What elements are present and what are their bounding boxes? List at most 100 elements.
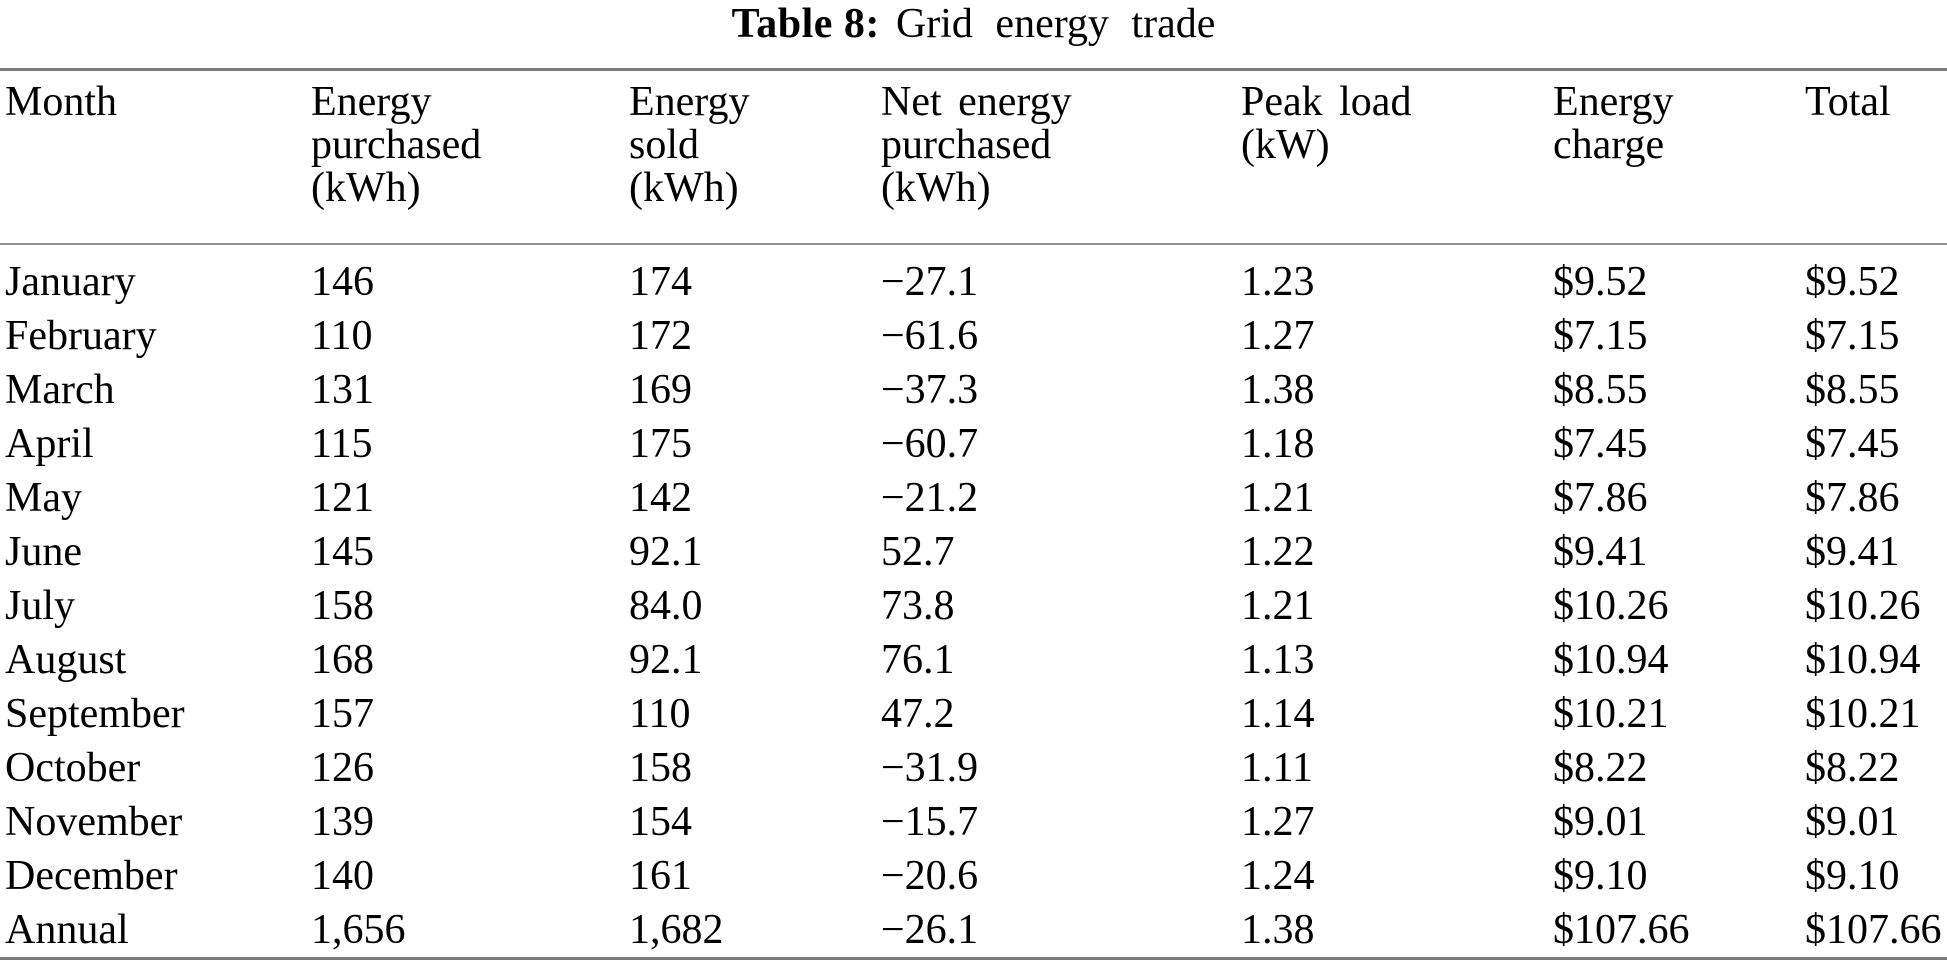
month-cell: February <box>5 313 157 359</box>
table-row-november: November 139 154 −15.7 1.27 $9.01 $9.01 <box>0 795 1947 849</box>
net-energy-cell: 73.8 <box>881 583 955 629</box>
peak-load-cell: 1.13 <box>1241 637 1315 683</box>
energy-sold-cell: 92.1 <box>629 637 703 683</box>
energy-sold-cell: 172 <box>629 313 692 359</box>
col-header-total: Total <box>1805 79 1891 125</box>
energy-purchased-cell: 121 <box>311 475 374 521</box>
energy-charge-cell: $7.15 <box>1553 313 1648 359</box>
peak-load-cell: 1.38 <box>1241 367 1315 413</box>
peak-load-cell: 1.21 <box>1241 475 1315 521</box>
energy-purchased-cell: 146 <box>311 259 374 305</box>
month-cell: March <box>5 367 115 413</box>
energy-purchased-cell: 145 <box>311 529 374 575</box>
energy-sold-cell: 110 <box>629 691 691 737</box>
energy-sold-cell: 142 <box>629 475 692 521</box>
peak-load-cell: 1.14 <box>1241 691 1315 737</box>
table-row-february: February 110 172 −61.6 1.27 $7.15 $7.15 <box>0 309 1947 363</box>
net-energy-cell: −61.6 <box>881 313 979 359</box>
col-header-energy-charge: Energy charge <box>1553 79 1674 168</box>
energy-charge-cell: $10.21 <box>1553 691 1669 737</box>
net-energy-cell: 76.1 <box>881 637 955 683</box>
energy-sold-cell: 1,682 <box>629 907 724 953</box>
table-number-label: Table 8: <box>731 1 880 47</box>
total-cell: $8.55 <box>1805 367 1900 413</box>
energy-sold-cell: 175 <box>629 421 692 467</box>
table-row-annual: Annual 1,656 1,682 −26.1 1.38 $107.66 $1… <box>0 903 1947 957</box>
table-row-october: October 126 158 −31.9 1.11 $8.22 $8.22 <box>0 741 1947 795</box>
top-rule <box>0 68 1947 71</box>
bottom-rule <box>0 957 1947 960</box>
energy-purchased-cell: 140 <box>311 853 374 899</box>
net-energy-cell: −26.1 <box>881 907 979 953</box>
energy-charge-cell: $9.10 <box>1553 853 1648 899</box>
header-rule <box>0 243 1947 245</box>
month-cell: October <box>5 745 141 791</box>
energy-charge-cell: $8.22 <box>1553 745 1648 791</box>
total-cell: $9.01 <box>1805 799 1900 845</box>
total-cell: $107.66 <box>1805 907 1942 953</box>
energy-purchased-cell: 1,656 <box>311 907 406 953</box>
peak-load-cell: 1.21 <box>1241 583 1315 629</box>
energy-charge-cell: $107.66 <box>1553 907 1690 953</box>
month-cell: Annual <box>5 907 129 953</box>
peak-load-cell: 1.38 <box>1241 907 1315 953</box>
energy-charge-cell: $8.55 <box>1553 367 1648 413</box>
col-header-energy-sold: Energy sold (kWh) <box>629 79 750 211</box>
energy-purchased-cell: 131 <box>311 367 374 413</box>
energy-sold-cell: 174 <box>629 259 692 305</box>
energy-purchased-cell: 158 <box>311 583 374 629</box>
energy-purchased-cell: 126 <box>311 745 374 791</box>
energy-charge-cell: $7.45 <box>1553 421 1648 467</box>
energy-sold-cell: 84.0 <box>629 583 703 629</box>
month-cell: November <box>5 799 183 845</box>
total-cell: $9.10 <box>1805 853 1900 899</box>
table-row-july: July 158 84.0 73.8 1.21 $10.26 $10.26 <box>0 579 1947 633</box>
total-cell: $8.22 <box>1805 745 1900 791</box>
peak-load-cell: 1.27 <box>1241 313 1315 359</box>
peak-load-cell: 1.23 <box>1241 259 1315 305</box>
net-energy-cell: −60.7 <box>881 421 979 467</box>
energy-charge-cell: $7.86 <box>1553 475 1648 521</box>
month-cell: December <box>5 853 178 899</box>
bottom-margin <box>0 960 1947 970</box>
col-header-net-energy: Net energy purchased (kWh) <box>881 79 1072 211</box>
table-row-december: December 140 161 −20.6 1.24 $9.10 $9.10 <box>0 849 1947 903</box>
energy-sold-cell: 154 <box>629 799 692 845</box>
net-energy-cell: −21.2 <box>881 475 979 521</box>
total-cell: $7.15 <box>1805 313 1900 359</box>
total-cell: $7.45 <box>1805 421 1900 467</box>
net-energy-cell: −27.1 <box>881 259 979 305</box>
net-energy-cell: −31.9 <box>881 745 979 791</box>
energy-purchased-cell: 139 <box>311 799 374 845</box>
energy-charge-cell: $9.52 <box>1553 259 1648 305</box>
total-cell: $10.26 <box>1805 583 1921 629</box>
table-row-june: June 145 92.1 52.7 1.22 $9.41 $9.41 <box>0 525 1947 579</box>
total-cell: $9.41 <box>1805 529 1900 575</box>
month-cell: July <box>5 583 76 629</box>
energy-charge-cell: $10.94 <box>1553 637 1669 683</box>
total-cell: $7.86 <box>1805 475 1900 521</box>
total-cell: $10.21 <box>1805 691 1921 737</box>
table-header-row: Month Energy purchased (kWh) Energy sold… <box>0 71 1947 243</box>
peak-load-cell: 1.11 <box>1241 745 1313 791</box>
table-caption: Table 8: Grid energy trade <box>0 0 1947 68</box>
peak-load-cell: 1.24 <box>1241 853 1315 899</box>
energy-purchased-cell: 157 <box>311 691 374 737</box>
col-header-month: Month <box>5 79 118 125</box>
energy-charge-cell: $9.01 <box>1553 799 1648 845</box>
energy-sold-cell: 158 <box>629 745 692 791</box>
month-cell: September <box>5 691 185 737</box>
net-energy-cell: 47.2 <box>881 691 955 737</box>
table-row-april: April 115 175 −60.7 1.18 $7.45 $7.45 <box>0 417 1947 471</box>
net-energy-cell: −15.7 <box>881 799 979 845</box>
month-cell: August <box>5 637 127 683</box>
peak-load-cell: 1.18 <box>1241 421 1315 467</box>
energy-sold-cell: 92.1 <box>629 529 703 575</box>
table-row-august: August 168 92.1 76.1 1.13 $10.94 $10.94 <box>0 633 1947 687</box>
total-cell: $9.52 <box>1805 259 1900 305</box>
net-energy-cell: 52.7 <box>881 529 955 575</box>
total-cell: $10.94 <box>1805 637 1921 683</box>
energy-charge-cell: $9.41 <box>1553 529 1648 575</box>
col-header-peak-load: Peak load (kW) <box>1241 79 1412 168</box>
